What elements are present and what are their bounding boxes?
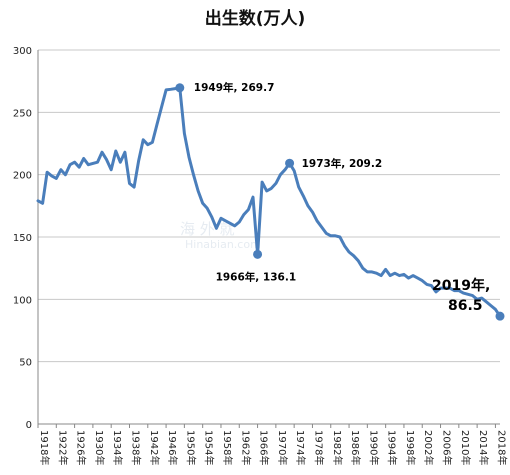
data-label: 86.5	[448, 298, 483, 314]
data-point-marker	[285, 158, 295, 168]
y-tick-label: 0	[26, 420, 32, 431]
x-tick-label: 1998年	[404, 430, 417, 465]
x-tick-label: 1954年	[203, 430, 216, 465]
x-tick-label: 1966年	[258, 430, 271, 465]
x-axis: 1918年 1922年 1926年 1930年 1934年 1938年 1942年 1946年…	[37, 424, 508, 465]
x-tick-label: 1994年	[386, 430, 399, 465]
watermark: 海 外 就 Hinabian.com	[180, 220, 261, 251]
x-tick-label: 1958年	[221, 430, 234, 465]
annotation-labels: 1949年, 269.7 1973年, 209.2 1966年, 136.1 2019…	[194, 81, 490, 314]
data-point-marker	[175, 83, 185, 93]
data-point-marker	[495, 311, 505, 321]
y-axis: 0 50 100 150 200 250 300	[13, 46, 32, 431]
x-tick-label: 1930年	[93, 430, 106, 465]
x-tick-label: 2014年	[477, 430, 490, 465]
data-label: 2019年,	[432, 277, 490, 294]
annotation-markers	[175, 83, 505, 321]
x-tick-label: 1934年	[111, 430, 124, 465]
x-tick-label: 1950年	[184, 430, 197, 465]
x-tick-label: 1978年	[312, 430, 325, 465]
y-tick-label: 50	[19, 358, 32, 369]
y-tick-label: 300	[13, 46, 32, 57]
x-tick-label: 1926年	[75, 430, 88, 465]
x-tick-label: 1946年	[166, 430, 179, 465]
y-tick-label: 150	[13, 233, 32, 244]
svg-text:Hinabian.com: Hinabian.com	[185, 238, 261, 251]
svg-text:海 外 就: 海 外 就	[180, 220, 235, 238]
x-tick-label: 2018年	[495, 430, 508, 465]
y-tick-label: 100	[13, 295, 32, 306]
x-tick-label: 2006年	[441, 430, 454, 465]
x-tick-label: 1962年	[239, 430, 252, 465]
x-tick-label: 1970年	[276, 430, 289, 465]
y-tick-label: 250	[13, 108, 32, 119]
data-label: 1973年, 209.2	[302, 157, 383, 170]
x-tick-label: 1938年	[129, 430, 142, 465]
x-tick-label: 1974年	[294, 430, 307, 465]
x-tick-label: 1990年	[367, 430, 380, 465]
x-tick-label: 1982年	[331, 430, 344, 465]
x-tick-label: 1922年	[56, 430, 69, 465]
series-line	[36, 86, 502, 318]
x-tick-label: 1942年	[148, 430, 161, 465]
x-tick-label: 1918年	[38, 430, 51, 465]
data-point-marker	[253, 249, 263, 259]
data-label: 1966年, 136.1	[216, 270, 297, 283]
y-tick-label: 200	[13, 171, 32, 182]
chart-title: 出生数(万人)	[205, 8, 306, 29]
x-tick-label: 1986年	[349, 430, 362, 465]
x-tick-label: 2002年	[422, 430, 435, 465]
grid-lines	[37, 49, 500, 425]
x-tick-label: 2010年	[459, 430, 472, 465]
data-label: 1949年, 269.7	[194, 81, 275, 94]
